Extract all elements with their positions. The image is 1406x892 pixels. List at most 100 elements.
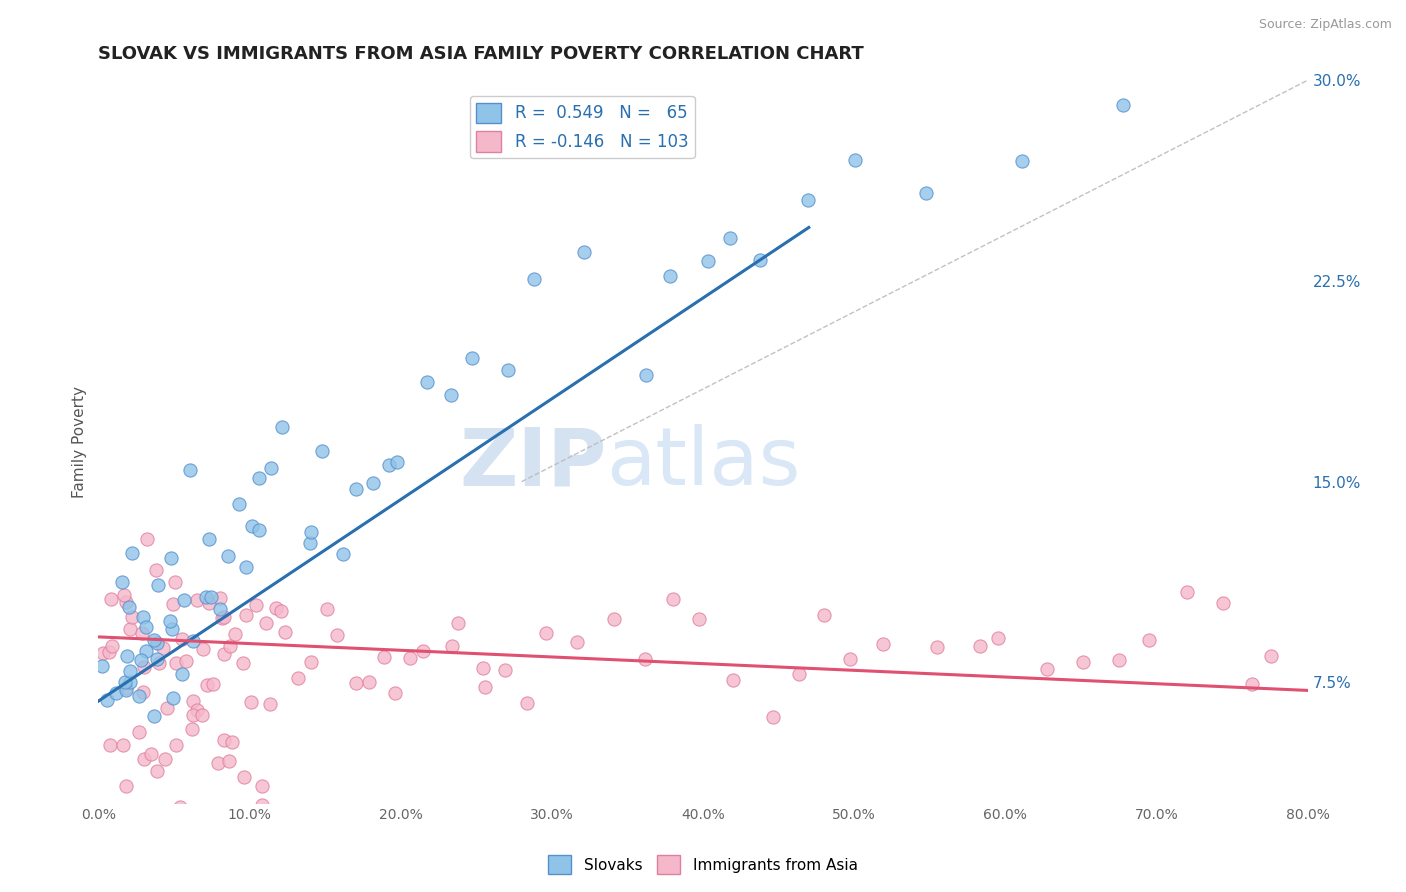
Text: atlas: atlas <box>606 425 800 502</box>
Point <box>136 533 159 547</box>
Point <box>115 780 138 794</box>
Point <box>100 738 122 752</box>
Point <box>115 649 138 664</box>
Point <box>98 645 121 659</box>
Point <box>813 608 835 623</box>
Text: SLOVAK VS IMMIGRANTS FROM ASIA FAMILY POVERTY CORRELATION CHART: SLOVAK VS IMMIGRANTS FROM ASIA FAMILY PO… <box>98 45 865 63</box>
Point <box>416 375 439 389</box>
Point <box>114 675 136 690</box>
Point <box>662 591 685 606</box>
Point <box>217 549 239 563</box>
Point <box>132 752 155 766</box>
Point <box>496 362 519 376</box>
Point <box>523 272 546 286</box>
Point <box>1108 653 1130 667</box>
Point <box>183 694 205 708</box>
Point <box>634 652 657 666</box>
Point <box>142 708 165 723</box>
Point <box>160 551 183 566</box>
Point <box>359 675 381 690</box>
Point <box>162 597 184 611</box>
Point <box>118 623 141 637</box>
Legend: Slovaks, Immigrants from Asia: Slovaks, Immigrants from Asia <box>543 849 863 880</box>
Point <box>412 644 434 658</box>
Point <box>131 652 153 666</box>
Point <box>183 708 205 723</box>
Point <box>273 624 295 639</box>
Point <box>173 593 195 607</box>
Point <box>299 525 322 540</box>
Point <box>447 616 470 631</box>
Point <box>373 650 395 665</box>
Point <box>240 519 263 533</box>
Text: Source: ZipAtlas.com: Source: ZipAtlas.com <box>1258 18 1392 31</box>
Point <box>208 601 231 615</box>
Point <box>146 636 169 650</box>
Point <box>250 780 273 794</box>
Point <box>316 602 339 616</box>
Point <box>191 708 214 723</box>
Point <box>247 523 270 537</box>
Point <box>152 641 174 656</box>
Point <box>440 639 463 653</box>
Point <box>721 673 744 687</box>
Point <box>191 642 214 657</box>
Point <box>516 696 538 710</box>
Point <box>688 612 710 626</box>
Point <box>118 599 141 614</box>
Point <box>264 601 287 615</box>
Point <box>270 604 292 618</box>
Point <box>344 482 367 496</box>
Legend: R =  0.549   N =   65, R = -0.146   N = 103: R = 0.549 N = 65, R = -0.146 N = 103 <box>470 95 695 158</box>
Point <box>132 685 155 699</box>
Point <box>384 686 406 700</box>
Point <box>259 698 281 712</box>
Point <box>1073 655 1095 669</box>
Point <box>232 656 254 670</box>
Point <box>200 591 222 605</box>
Point <box>271 419 294 434</box>
Point <box>259 461 281 475</box>
Point <box>141 747 163 762</box>
Point <box>844 153 866 167</box>
Point <box>659 268 682 283</box>
Point <box>128 724 150 739</box>
Point <box>195 678 218 692</box>
Point <box>572 244 595 259</box>
Point <box>197 532 219 546</box>
Point <box>181 722 204 736</box>
Point <box>839 651 862 665</box>
Point <box>565 635 588 649</box>
Point <box>160 623 183 637</box>
Point <box>378 458 401 473</box>
Point <box>287 671 309 685</box>
Text: ZIP: ZIP <box>458 425 606 502</box>
Point <box>118 675 141 690</box>
Point <box>762 710 785 724</box>
Point <box>748 252 770 267</box>
Point <box>212 647 235 661</box>
Point <box>797 193 820 207</box>
Point <box>114 682 136 697</box>
Point <box>245 598 267 612</box>
Point <box>232 770 254 784</box>
Point <box>146 764 169 779</box>
Point <box>326 628 349 642</box>
Point <box>135 620 157 634</box>
Point <box>636 368 658 383</box>
Point <box>235 560 257 574</box>
Point <box>494 663 516 677</box>
Point <box>114 595 136 609</box>
Point <box>311 444 333 458</box>
Point <box>163 574 186 589</box>
Point <box>159 614 181 628</box>
Point <box>91 646 114 660</box>
Point <box>112 738 135 752</box>
Point <box>925 640 948 654</box>
Point <box>91 658 114 673</box>
Point <box>474 680 496 694</box>
Point <box>131 626 153 640</box>
Point <box>915 186 938 200</box>
Point <box>385 454 408 468</box>
Point <box>100 592 122 607</box>
